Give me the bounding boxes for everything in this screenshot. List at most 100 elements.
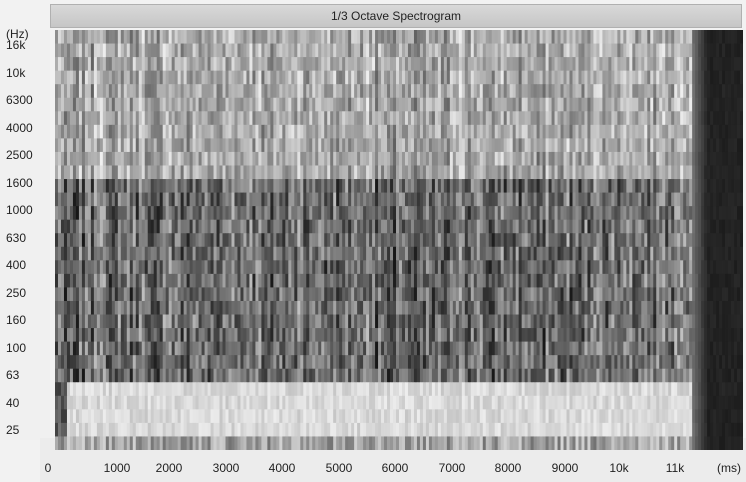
- heatmap-cell: [261, 43, 265, 58]
- heatmap-cell: [548, 124, 552, 139]
- heatmap-cell: [506, 30, 511, 44]
- heatmap-cell: [584, 233, 588, 248]
- heatmap-cell: [105, 246, 110, 261]
- heatmap-cell: [252, 111, 256, 126]
- heatmap-cell: [605, 206, 609, 221]
- heatmap-cell: [623, 192, 627, 207]
- heatmap-cell: [300, 30, 304, 44]
- heatmap-cell: [303, 219, 307, 234]
- heatmap-cell: [494, 151, 499, 166]
- heatmap-cell: [668, 138, 672, 153]
- heatmap-cell: [464, 233, 469, 248]
- heatmap-cell: [506, 84, 511, 99]
- heatmap-cell: [581, 30, 585, 44]
- heatmap-cell: [494, 124, 499, 139]
- heatmap-cell: [485, 138, 490, 153]
- heatmap-cell: [204, 192, 208, 207]
- heatmap-cell: [72, 260, 77, 275]
- heatmap-cell: [180, 43, 185, 58]
- heatmap-cell: [225, 43, 229, 58]
- heatmap-cell: [578, 111, 582, 126]
- heatmap-cell: [518, 273, 523, 288]
- heatmap-cell: [303, 260, 307, 275]
- heatmap-cell: [620, 30, 624, 44]
- heatmap-cell: [461, 30, 466, 44]
- heatmap-cell: [63, 124, 68, 139]
- heatmap-cell: [189, 300, 193, 315]
- heatmap-cell: [315, 192, 319, 207]
- heatmap-cell: [231, 206, 235, 221]
- heatmap-cell: [144, 246, 149, 261]
- heatmap-cell: [407, 287, 412, 302]
- heatmap-cell: [123, 179, 128, 193]
- heatmap-cell: [333, 151, 337, 166]
- heatmap-cell: [141, 206, 146, 221]
- heatmap-cell: [336, 70, 340, 85]
- heatmap-cell: [267, 206, 271, 221]
- heatmap-cell: [722, 111, 726, 126]
- heatmap-cell: [96, 273, 101, 288]
- x-tick-label: 1000: [103, 461, 131, 475]
- heatmap-cell: [309, 219, 313, 234]
- heatmap-cell: [279, 70, 283, 85]
- heatmap-cell: [566, 192, 570, 207]
- heatmap-cell: [381, 233, 385, 248]
- heatmap-cell: [434, 246, 439, 261]
- heatmap-cell: [668, 287, 672, 302]
- heatmap-cell: [428, 111, 433, 126]
- heatmap-cell: [255, 151, 259, 166]
- heatmap-cell: [452, 219, 457, 234]
- heatmap-cell: [692, 138, 696, 153]
- heatmap-cell: [479, 287, 484, 302]
- heatmap-cell: [75, 233, 80, 248]
- heatmap-cell: [246, 124, 250, 139]
- heatmap-cell: [156, 124, 161, 139]
- heatmap-cell: [587, 165, 591, 180]
- heatmap-cell: [599, 246, 603, 261]
- heatmap-cell: [345, 151, 349, 166]
- heatmap-cell: [363, 97, 367, 112]
- heatmap-cell: [410, 165, 415, 180]
- heatmap-cell: [464, 70, 469, 85]
- heatmap-cell: [135, 70, 140, 85]
- heatmap-cell: [369, 233, 373, 248]
- heatmap-cell: [623, 300, 627, 315]
- heatmap-cell: [393, 30, 397, 44]
- heatmap-cell: [608, 246, 612, 261]
- heatmap-cell: [431, 287, 436, 302]
- heatmap-cell: [351, 233, 355, 248]
- heatmap-cell: [198, 124, 202, 139]
- heatmap-cell: [174, 179, 179, 193]
- heatmap-cell: [515, 273, 520, 288]
- heatmap-cell: [63, 165, 68, 180]
- heatmap-cell: [512, 300, 517, 315]
- heatmap-cell: [240, 219, 244, 234]
- heatmap-cell: [710, 233, 714, 248]
- heatmap-cell: [425, 151, 430, 166]
- heatmap-cell: [249, 97, 253, 112]
- heatmap-cell: [165, 192, 170, 207]
- heatmap-cell: [458, 287, 463, 302]
- heatmap-cell: [243, 151, 247, 166]
- heatmap-cell: [234, 314, 238, 329]
- heatmap-cell: [105, 70, 110, 85]
- heatmap-cell: [240, 300, 244, 315]
- heatmap-cell: [120, 300, 125, 315]
- heatmap-cell: [396, 30, 400, 44]
- heatmap-cell: [692, 206, 696, 221]
- heatmap-cell: [722, 138, 726, 153]
- heatmap-cell: [399, 246, 403, 261]
- heatmap-cell: [647, 165, 651, 180]
- heatmap-cell: [404, 300, 409, 315]
- heatmap-cell: [381, 192, 385, 207]
- heatmap-cell: [357, 206, 361, 221]
- heatmap-cell: [342, 165, 346, 180]
- heatmap-cell: [228, 260, 232, 275]
- heatmap-cell: [87, 84, 92, 99]
- heatmap-cell: [372, 219, 376, 234]
- heatmap-cell: [201, 300, 205, 315]
- heatmap-cell: [207, 179, 211, 193]
- heatmap-cell: [108, 300, 113, 315]
- heatmap-cell: [255, 70, 259, 85]
- heatmap-cell: [192, 287, 196, 302]
